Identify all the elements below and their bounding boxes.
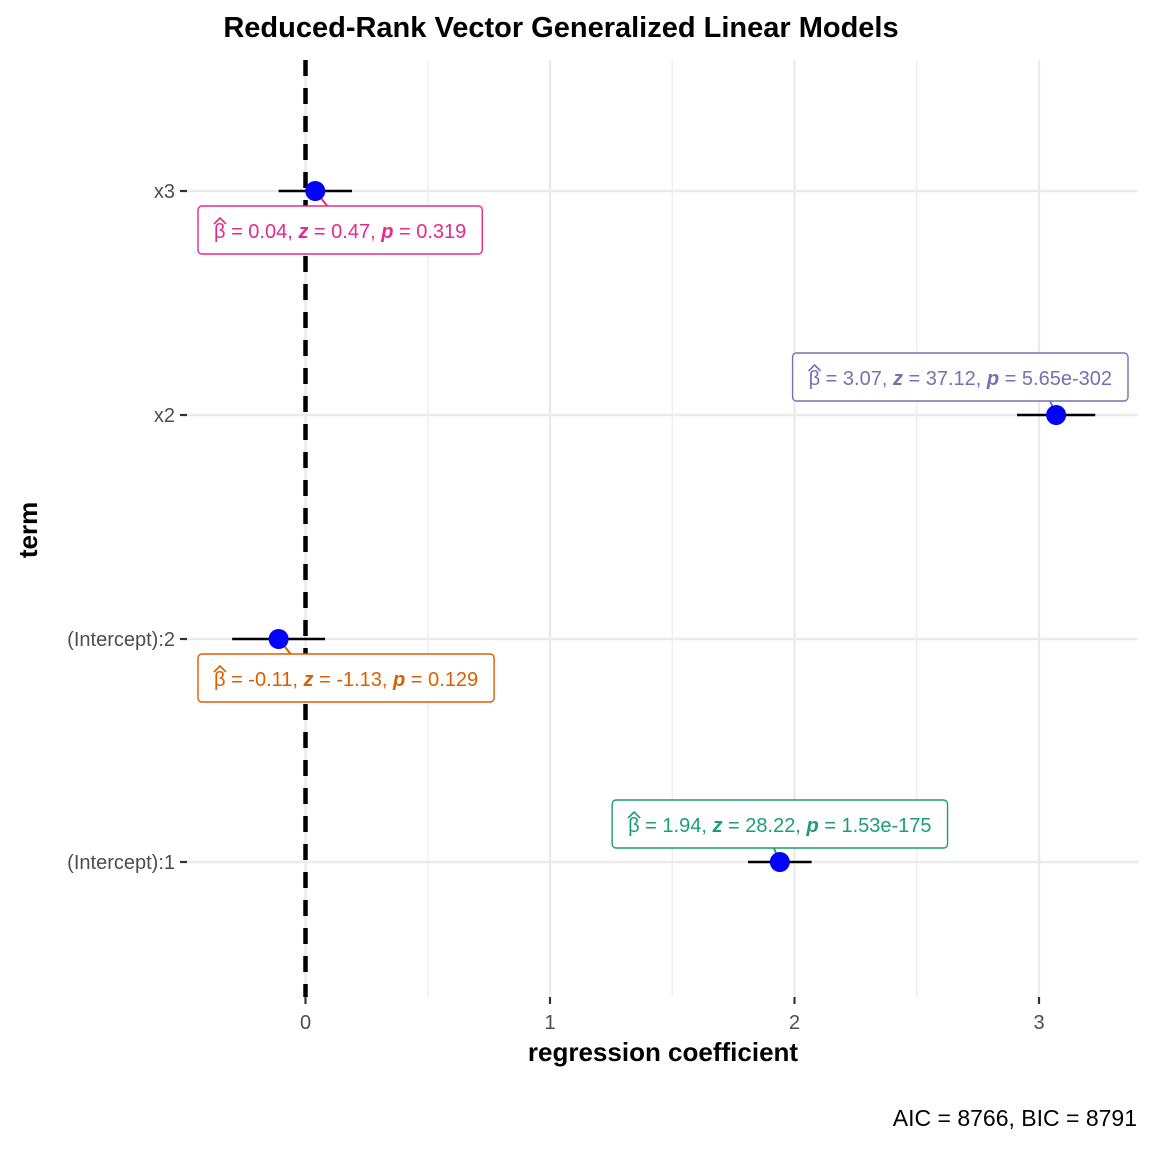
estimate-label: β = 0.04, z = 0.47, p = 0.319 [197, 205, 483, 255]
label-text: β = -0.11, z = -1.13, p = 0.129 [214, 669, 478, 691]
label-box [197, 653, 495, 703]
error-bars [232, 189, 1096, 864]
x-axis-title: regression coefficient [528, 1037, 799, 1067]
chart-caption: AIC = 8766, BIC = 8791 [893, 1105, 1137, 1131]
x-tick-label: 1 [544, 1012, 555, 1034]
y-tick-label: (Intercept):1 [67, 852, 175, 874]
estimate-point [1046, 405, 1067, 425]
x-axis: 0 1 2 3 [300, 997, 1045, 1034]
estimate-label: β = 1.94, z = 28.22, p = 1.53e-175 [611, 799, 949, 849]
x-tick-label: 0 [300, 1012, 311, 1034]
hat-accent [627, 810, 641, 819]
label-box [791, 352, 1129, 402]
hat-accent [213, 664, 227, 673]
grid-lines [183, 60, 1138, 997]
label-text: β = 1.94, z = 28.22, p = 1.53e-175 [628, 815, 931, 837]
estimate-points [268, 181, 1067, 872]
label-box [611, 799, 949, 849]
y-axis: x3 x2 (Intercept):2 (Intercept):1 [67, 181, 187, 874]
estimate-labels: β = 0.04, z = 0.47, p = 0.319 β = 3.07, z… [197, 205, 1129, 849]
label-box [197, 205, 483, 255]
estimate-point [305, 181, 326, 201]
y-tick-label: (Intercept):2 [67, 629, 175, 651]
label-text: β = 0.04, z = 0.47, p = 0.319 [214, 221, 466, 243]
chart-title: Reduced-Rank Vector Generalized Linear M… [223, 12, 898, 44]
estimate-point [769, 852, 790, 872]
estimate-point [268, 629, 289, 649]
hat-accent [808, 363, 822, 372]
y-axis-title: term [13, 502, 43, 558]
estimate-label: β = -0.11, z = -1.13, p = 0.129 [197, 653, 495, 703]
label-connectors [277, 190, 1058, 863]
y-tick-label: x3 [154, 181, 175, 203]
x-tick-label: 2 [789, 1012, 800, 1034]
label-text: β = 3.07, z = 37.12, p = 5.65e-302 [809, 368, 1112, 390]
hat-accent [213, 216, 227, 225]
x-tick-label: 3 [1033, 1012, 1044, 1034]
estimate-label: β = 3.07, z = 37.12, p = 5.65e-302 [791, 352, 1129, 402]
y-tick-label: x2 [154, 405, 175, 427]
